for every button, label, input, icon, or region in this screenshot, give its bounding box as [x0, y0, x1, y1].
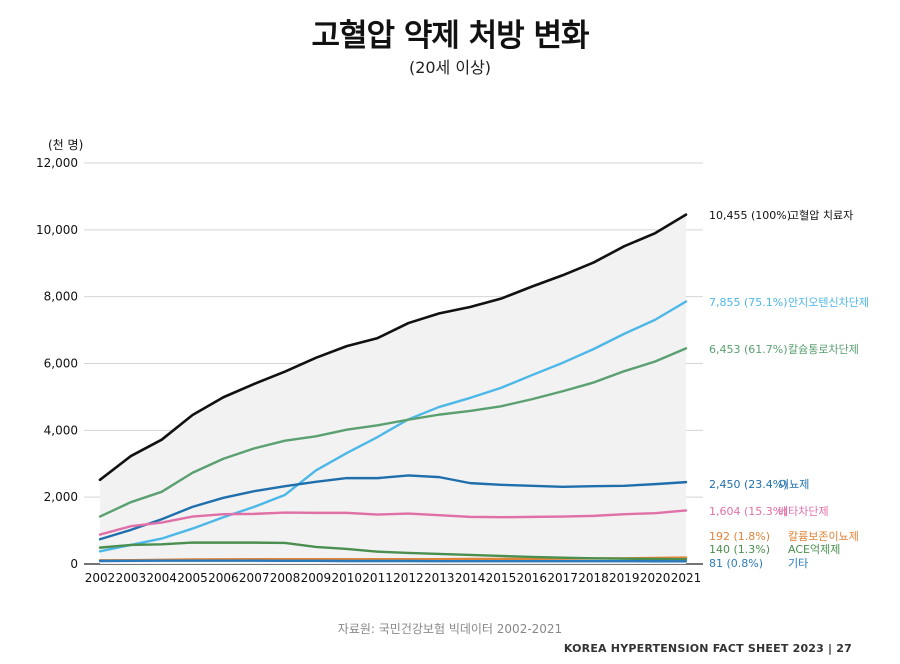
y-tick-label: 12,000	[36, 156, 78, 170]
x-tick-label: 2017	[547, 571, 578, 585]
x-tick-label: 2005	[177, 571, 208, 585]
series-name-label: 베타차단제	[778, 505, 829, 518]
x-tick-label: 2018	[578, 571, 609, 585]
x-tick-label: 2012	[393, 571, 424, 585]
source-note: 자료원: 국민건강보험 빅데이터 2002-2021	[337, 622, 563, 636]
series-line-3	[98, 474, 688, 541]
series-line-0	[98, 213, 688, 482]
chart-title: 고혈압 약제 처방 변화	[311, 18, 589, 54]
series-line-1	[98, 300, 688, 553]
series-value-label: 7,855 (75.1%)	[709, 296, 788, 309]
x-tick-label: 2004	[146, 571, 177, 585]
x-tick-label: 2010	[331, 571, 362, 585]
series-value-label: 140 (1.3%)	[709, 543, 770, 556]
x-tick-label: 2014	[455, 571, 486, 585]
series-name-label: 칼륨보존이뇨제	[788, 530, 859, 543]
series-line-7	[98, 559, 688, 563]
x-tick-label: 2015	[486, 571, 517, 585]
series-name-label: 이뇨제	[779, 478, 809, 491]
series-value-label: 6,453 (61.7%)	[709, 343, 788, 356]
series-name-label: 고혈압 치료자	[789, 208, 853, 222]
series-name-label: 칼슘통로차단제	[788, 343, 859, 356]
series-lines	[98, 213, 688, 563]
series-name-label: 안지오텐신차단제	[788, 296, 869, 309]
x-tick-label: 2009	[301, 571, 332, 585]
series-line-6	[98, 541, 688, 561]
y-tick-label: 0	[70, 557, 78, 571]
chart-subtitle: (20세 이상)	[408, 58, 492, 77]
x-tick-label: 2011	[362, 571, 393, 585]
series-value-label: 10,455 (100%)	[709, 209, 791, 222]
y-tick-label: 4,000	[44, 423, 78, 437]
x-tick-label: 2013	[424, 571, 455, 585]
x-tick-label: 2002	[85, 571, 116, 585]
series-line-2	[98, 347, 688, 518]
series-value-label: 1,604 (15.3%)	[709, 505, 788, 518]
series-value-label: 192 (1.8%)	[709, 530, 770, 543]
x-tick-label: 2003	[116, 571, 147, 585]
series-name-label: 기타	[788, 557, 808, 570]
x-tick-label: 2021	[671, 571, 702, 585]
shaded-area	[100, 214, 686, 564]
x-tick-label: 2020	[640, 571, 671, 585]
series-value-label: 81 (0.8%)	[709, 557, 763, 570]
x-tick-label: 2019	[609, 571, 640, 585]
y-tick-label: 8,000	[44, 290, 78, 304]
x-tick-label: 2008	[270, 571, 301, 585]
y-tick-label: 10,000	[36, 223, 78, 237]
footer-text: KOREA HYPERTENSION FACT SHEET 2023 | 27	[563, 642, 852, 655]
series-labels: 10,455 (100%)고혈압 치료자 7,855 (75.1%) 안지오텐신차단…	[709, 208, 869, 570]
x-tick-label: 2006	[208, 571, 239, 585]
y-tick-label: 2,000	[44, 490, 78, 504]
series-line-4	[98, 509, 688, 536]
x-tick-label: 2007	[239, 571, 270, 585]
series-value-label: 2,450 (23.4%)	[709, 478, 788, 491]
y-axis-unit-label: (천 명)	[48, 138, 84, 152]
total-area-fill	[100, 214, 686, 564]
y-tick-label: 6,000	[44, 357, 78, 371]
x-tick-label: 2016	[517, 571, 548, 585]
series-name-label: ACE억제제	[788, 543, 840, 556]
